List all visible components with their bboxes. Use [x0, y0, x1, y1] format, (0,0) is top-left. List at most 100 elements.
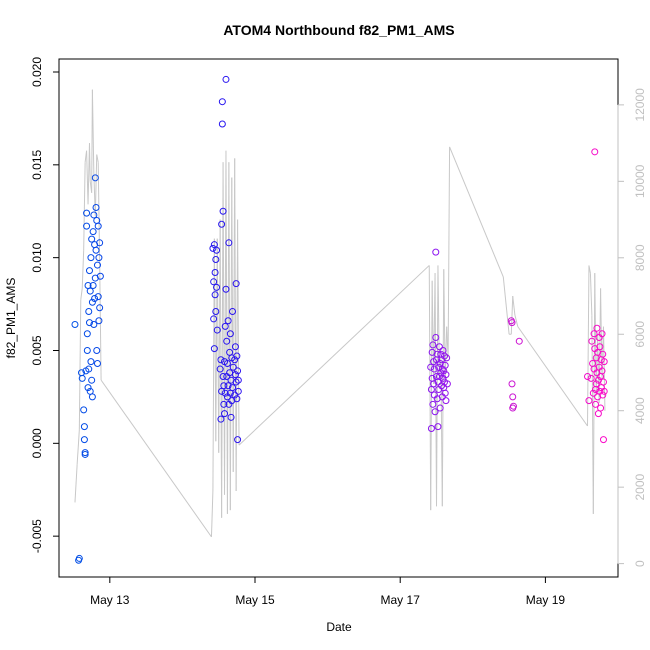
data-point — [233, 395, 241, 403]
data-point — [221, 322, 229, 330]
data-point — [432, 333, 440, 341]
y-tick-label: 0.015 — [30, 149, 44, 179]
y-axis-label: f82_PM1_AMS — [4, 278, 18, 359]
data-point — [231, 343, 239, 351]
data-point — [210, 315, 218, 323]
data-point — [218, 98, 226, 106]
data-point — [427, 424, 435, 432]
secondary-line-segment — [594, 273, 597, 396]
data-point — [88, 235, 96, 243]
data-point — [508, 319, 516, 327]
y-tick-label: -0.005 — [30, 519, 44, 553]
data-point — [231, 391, 239, 399]
secondary-line-segment — [589, 273, 593, 316]
data-point — [88, 393, 96, 401]
y-tick-label: 0.010 — [30, 242, 44, 272]
secondary-line-segment — [600, 288, 603, 381]
y2-tick-label: 2000 — [633, 473, 647, 500]
data-point — [596, 343, 604, 351]
secondary-line-segment — [234, 158, 237, 491]
data-point — [213, 283, 221, 291]
data-point — [216, 365, 224, 373]
data-point — [429, 400, 437, 408]
secondary-line-segment — [91, 89, 95, 174]
data-point — [231, 371, 239, 379]
data-point — [515, 337, 523, 345]
data-point — [91, 295, 99, 303]
data-point — [434, 423, 442, 431]
data-point — [93, 261, 101, 269]
data-point — [440, 352, 448, 360]
data-point — [223, 359, 231, 367]
data-point — [429, 341, 437, 349]
x-tick-label: May 13 — [90, 593, 130, 607]
secondary-line-segment — [517, 326, 588, 427]
secondary-line-segment — [237, 219, 240, 446]
data-point — [80, 423, 88, 431]
secondary-line-segment — [588, 265, 591, 274]
secondary-line-segment — [512, 295, 516, 316]
y-tick-label: 0.020 — [30, 57, 44, 87]
secondary-line-segment — [96, 154, 99, 163]
data-point — [599, 350, 607, 358]
data-point — [81, 450, 89, 458]
data-point — [224, 382, 232, 390]
data-point — [78, 374, 86, 382]
secondary-line-segment — [76, 429, 80, 465]
secondary-line-segment — [502, 276, 510, 335]
data-point — [585, 397, 593, 405]
data-point — [71, 320, 79, 328]
data-point — [600, 387, 608, 395]
data-point — [96, 272, 104, 280]
data-point — [83, 346, 91, 354]
data-point — [599, 378, 607, 386]
data-point — [223, 337, 231, 345]
secondary-line-segment — [210, 490, 214, 537]
data-point — [83, 330, 91, 338]
y2-tick-label: 8000 — [633, 244, 647, 271]
data-point — [432, 248, 440, 256]
data-point — [221, 410, 229, 418]
data-point — [80, 436, 88, 444]
data-point — [231, 356, 239, 364]
data-point — [210, 278, 218, 286]
data-point — [83, 222, 91, 230]
data-point — [591, 400, 599, 408]
data-point — [234, 387, 242, 395]
data-point — [435, 372, 443, 380]
data-point — [93, 359, 101, 367]
data-point — [593, 324, 601, 332]
y2-tick-label: 10000 — [633, 164, 647, 198]
data-point — [508, 380, 516, 388]
axes: -0.005 0.000 0.005 0.010 0.015 0.020 0 2000 4000… — [30, 57, 647, 607]
data-point — [226, 330, 234, 338]
data-point — [225, 239, 233, 247]
secondary-line-segment — [443, 269, 446, 381]
secondary-line-segment — [587, 265, 590, 427]
data-point — [232, 280, 240, 288]
data-point — [87, 254, 95, 262]
data-point — [600, 358, 608, 366]
y2-tick-label: 12000 — [633, 88, 647, 122]
data-point — [441, 389, 449, 397]
data-point — [599, 436, 607, 444]
secondary-line-segment — [510, 295, 514, 335]
data-point — [85, 365, 93, 373]
secondary-line-segment — [80, 288, 83, 300]
y2-tick-label: 0 — [633, 560, 647, 567]
data-point — [96, 304, 104, 312]
secondary-line-segment — [81, 250, 85, 289]
data-point — [224, 317, 232, 325]
data-point — [229, 363, 237, 371]
secondary-line-segment — [449, 146, 504, 278]
data-point — [91, 174, 99, 182]
data-point — [219, 207, 227, 215]
data-point — [587, 374, 595, 382]
data-point — [433, 350, 441, 358]
data-point — [234, 367, 242, 375]
secondary-line-segment — [229, 177, 233, 511]
data-point — [211, 291, 219, 299]
secondary-line-segment — [74, 464, 78, 503]
